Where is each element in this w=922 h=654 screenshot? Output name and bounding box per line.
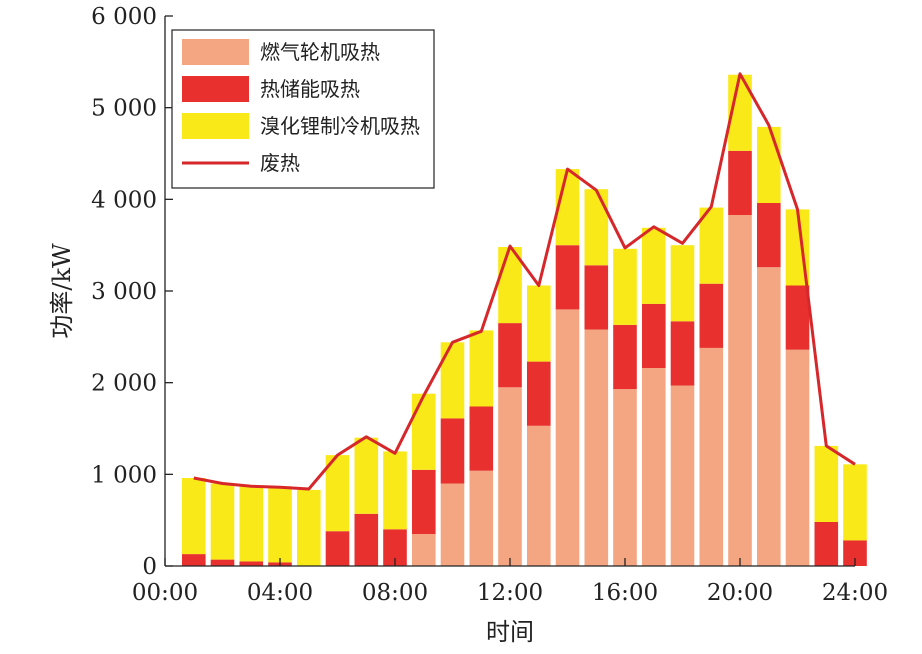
bar-segment-2-1200: [498, 323, 522, 388]
bar-segment-3-0900: [412, 393, 436, 470]
y-tick-label: 2 000: [91, 371, 157, 397]
bar-segment-3-0100: [182, 478, 206, 555]
y-tick-label: 5 000: [91, 96, 157, 122]
bar-segment-2-1900: [699, 283, 724, 348]
legend-swatch-3: [182, 113, 249, 139]
bar-segment-1-1800: [670, 385, 695, 566]
legend-swatch-1: [182, 39, 249, 65]
bar-segment-1-2000: [728, 214, 752, 566]
legend-label-2: 热储能吸热: [260, 77, 360, 101]
bar-segment-2-1800: [670, 321, 695, 386]
bar-segment-1-0900: [412, 533, 436, 566]
bar-segment-1-1300: [527, 425, 551, 567]
bar-segment-3-0700: [354, 437, 379, 514]
bar-segment-2-1100: [469, 406, 494, 471]
bar-segment-1-1000: [440, 483, 465, 566]
bar-segment-3-0500: [297, 489, 321, 566]
bar-segment-2-2300: [814, 522, 839, 566]
bar-segment-3-0200: [210, 483, 235, 560]
bar-segment-2-0700: [354, 513, 379, 567]
bar-segment-2-0300: [239, 561, 264, 566]
x-tick-label: 12:00: [477, 580, 543, 606]
bar-segment-3-2300: [814, 445, 839, 522]
bar-segment-2-1500: [584, 265, 609, 330]
bar-segment-2-1400: [555, 245, 580, 310]
bar-segment-3-1700: [642, 227, 666, 304]
bar-segment-1-1700: [642, 368, 666, 566]
bar-segment-3-0300: [239, 485, 264, 562]
y-axis-title: 功率/kW: [48, 243, 76, 339]
x-tick-label: 04:00: [247, 580, 313, 606]
bar-segment-2-0200: [210, 559, 235, 566]
bar-segment-3-2100: [757, 126, 781, 203]
bar-segment-1-1200: [498, 387, 522, 567]
bar-segment-2-0800: [383, 529, 407, 566]
bar-segment-1-1100: [469, 470, 494, 566]
bar-segment-1-1400: [555, 309, 580, 566]
bar-segment-2-0900: [412, 469, 436, 534]
bar-segment-3-0400: [268, 486, 292, 563]
bar-segment-2-2000: [728, 150, 752, 215]
y-tick-label: 6 000: [91, 4, 157, 30]
axes-layer: 0 1 000 2 000 3 000 4 000 5 000 6 000 00:00 04:0…: [91, 4, 888, 606]
bar-segment-2-1700: [642, 303, 666, 368]
bar-segment-1-1900: [699, 347, 724, 566]
bar-segment-2-2400: [843, 540, 867, 566]
bar-segment-3-1000: [440, 342, 465, 419]
legend-label-4: 废热: [260, 151, 300, 175]
waste-heat-line-layer: [193, 72, 856, 491]
bar-segment-2-0100: [182, 554, 206, 566]
bar-segment-3-1500: [584, 189, 609, 266]
bar-segment-3-1600: [613, 248, 637, 325]
bar-segment-2-2200: [785, 285, 810, 350]
bar-segment-1-2100: [757, 267, 781, 566]
y-tick-label: 3 000: [91, 279, 157, 305]
bar-segment-3-1900: [699, 207, 724, 284]
legend-label-1: 燃气轮机吸热: [260, 40, 380, 64]
bar-segment-3-0800: [383, 451, 407, 530]
bar-segment-1-1600: [613, 389, 637, 566]
bar-segment-2-1300: [527, 361, 551, 426]
x-axis-title: 时间: [486, 618, 534, 646]
bars-layer: [182, 74, 867, 567]
bar-segment-2-0600: [325, 531, 350, 566]
y-tick-label: 4 000: [91, 187, 157, 213]
bar-segment-1-2200: [785, 349, 810, 566]
x-tick-label: 20:00: [707, 580, 773, 606]
bar-segment-3-2000: [728, 74, 752, 151]
bar-segment-3-1100: [469, 330, 494, 407]
bar-segment-1-1500: [584, 329, 609, 566]
waste-heat-line: [193, 72, 856, 491]
legend-label-3: 溴化锂制冷机吸热: [260, 114, 420, 138]
bar-segment-3-1300: [527, 285, 551, 362]
legend-swatch-2: [182, 76, 249, 102]
x-tick-label: 24:00: [822, 580, 888, 606]
x-tick-label: 00:00: [132, 580, 198, 606]
bar-segment-3-0600: [325, 455, 350, 532]
bar-segment-2-2100: [757, 203, 781, 268]
y-tick-label: 0: [142, 554, 157, 580]
bar-segment-2-1600: [613, 324, 637, 390]
bar-segment-3-2400: [843, 464, 867, 541]
bar-segment-2-1000: [440, 418, 465, 484]
x-tick-label: 08:00: [362, 580, 428, 606]
x-tick-label: 16:00: [592, 580, 658, 606]
bar-segment-3-1800: [670, 245, 695, 322]
y-tick-label: 1 000: [91, 462, 157, 488]
